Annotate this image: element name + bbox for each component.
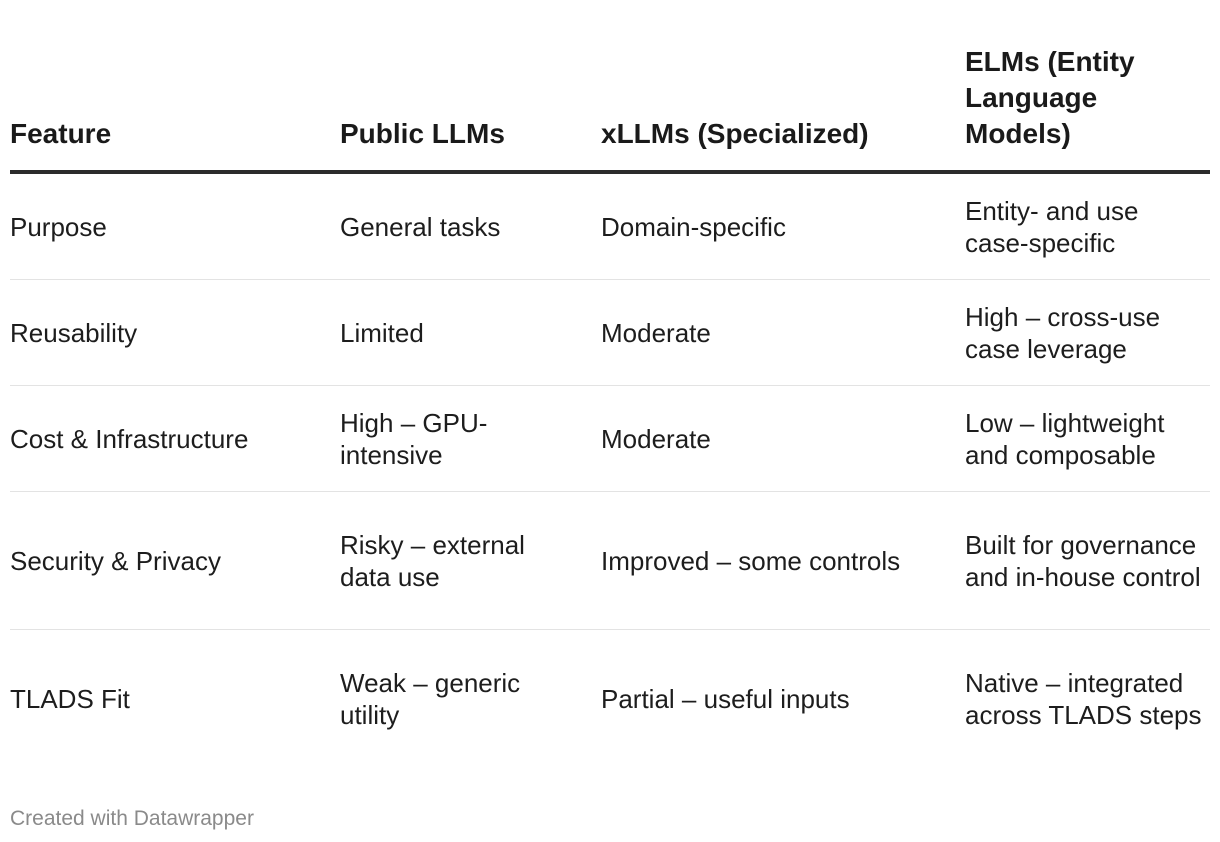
public-llms-cell: Weak – generic utility bbox=[340, 667, 521, 730]
header-public-llms: Public LLMs bbox=[340, 44, 601, 174]
row-feature-cell: TLADS Fit bbox=[10, 683, 130, 714]
row-feature-cell: Reusability bbox=[10, 279, 340, 386]
row-feature-cell: Cost & Infrastructure bbox=[10, 385, 340, 492]
header-elms: ELMs (Entity Language Models) bbox=[965, 44, 1210, 174]
public-llms-cell: Limited bbox=[340, 279, 601, 386]
header-feature: Feature bbox=[10, 44, 340, 174]
comparison-table: Feature Public LLMs xLLMs (Specialized) … bbox=[10, 44, 1210, 767]
public-llms-cell: General tasks bbox=[340, 172, 601, 280]
table-row: Purpose General tasks Domain-specific En… bbox=[10, 172, 1210, 280]
xllms-cell: Improved – some controls bbox=[601, 491, 965, 630]
elms-cell: High – cross-use case leverage bbox=[965, 279, 1210, 386]
row-feature-cell: Security & Privacy bbox=[10, 491, 340, 630]
table-row: Cost & Infrastructure High – GPU-intensi… bbox=[10, 385, 1210, 492]
header-row: Feature Public LLMs xLLMs (Specialized) … bbox=[10, 44, 1210, 174]
row-feature-cell: Purpose bbox=[10, 172, 340, 280]
public-llms-cell: Risky – external data use bbox=[340, 491, 601, 630]
xllms-cell: Domain-specific bbox=[601, 172, 965, 280]
xllms-cell: Partial – useful inputs bbox=[601, 683, 850, 714]
xllms-cell: Moderate bbox=[601, 385, 965, 492]
table-row: TLADS Fit Weak – generic utility Partial… bbox=[10, 630, 1210, 768]
xllms-cell: Moderate bbox=[601, 279, 965, 386]
elms-cell: Entity- and use case-specific bbox=[965, 172, 1210, 280]
elms-cell: Built for governance and in-house contro… bbox=[965, 491, 1210, 630]
header-xllms: xLLMs (Specialized) bbox=[601, 44, 965, 174]
elms-cell: Native – integrated across TLADS steps bbox=[965, 667, 1202, 730]
datawrapper-credit: Created with Datawrapper bbox=[10, 807, 254, 830]
public-llms-cell: High – GPU-intensive bbox=[340, 385, 601, 492]
table-row: Reusability Limited Moderate High – cros… bbox=[10, 279, 1210, 386]
table-row: Security & Privacy Risky – external data… bbox=[10, 491, 1210, 630]
elms-cell: Low – lightweight and composable bbox=[965, 385, 1210, 492]
